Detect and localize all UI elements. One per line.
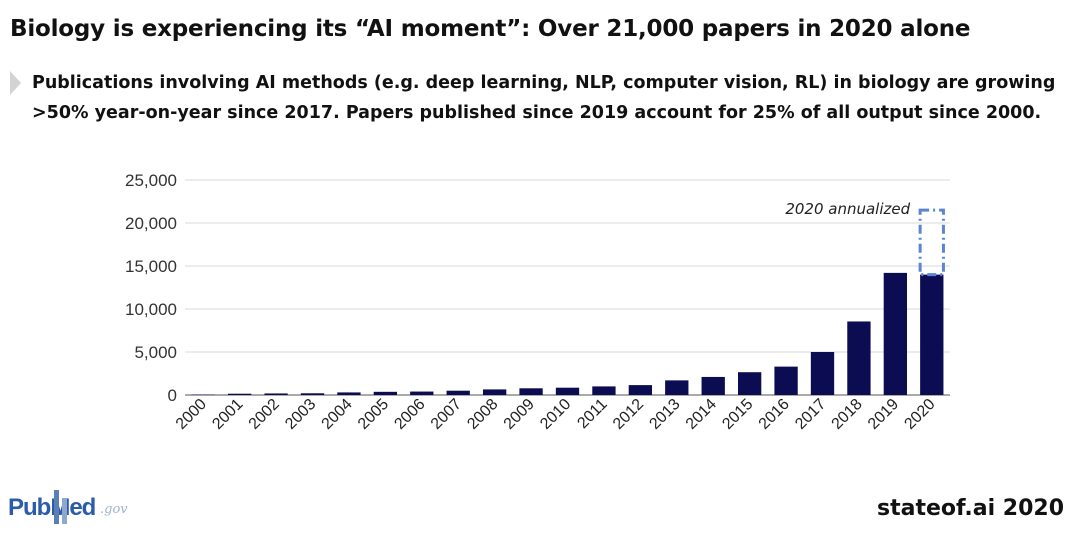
bullet-triangle-icon <box>10 71 21 95</box>
annotation-label: 2020 annualized <box>785 200 910 218</box>
subtitle-line: >50% year-on-year since 2017. Papers pub… <box>32 103 1042 123</box>
bar <box>300 393 325 395</box>
x-tick-label: 2002 <box>246 396 283 433</box>
bar <box>410 391 434 395</box>
x-tick-label: 2014 <box>683 396 720 433</box>
x-tick-label: 2013 <box>646 396 683 433</box>
y-tick-label: 15,000 <box>125 257 177 276</box>
x-tick-label: 2018 <box>829 396 866 433</box>
y-tick-label: 25,000 <box>125 171 177 190</box>
x-tick-label: 2005 <box>355 396 392 433</box>
x-tick-label: 2004 <box>319 396 356 433</box>
bar <box>482 389 507 395</box>
x-tick-label: 2017 <box>792 396 829 433</box>
logo-bars-icon <box>54 490 67 524</box>
bar <box>920 274 944 395</box>
slide-title: Biology is experiencing its “AI moment”:… <box>10 16 971 42</box>
bar <box>337 392 361 395</box>
bar <box>701 376 725 395</box>
y-tick-label: 5,000 <box>134 343 177 362</box>
bar <box>737 372 762 395</box>
bar <box>446 390 470 395</box>
footer-brand: stateof.ai 2020 <box>876 496 1064 521</box>
bar <box>665 380 689 395</box>
bar <box>628 385 653 395</box>
logo-domain: .gov <box>100 502 128 517</box>
y-tick-label: 10,000 <box>125 300 177 319</box>
x-tick-label: 2010 <box>537 396 574 433</box>
x-tick-label: 2009 <box>501 396 538 433</box>
bar <box>227 393 252 395</box>
bar <box>191 394 215 396</box>
x-tick-label: 2003 <box>282 396 319 433</box>
x-tick-label: 2019 <box>865 396 902 433</box>
y-tick-label: 0 <box>168 386 177 405</box>
bar <box>774 366 798 395</box>
bar <box>519 388 543 395</box>
bar <box>264 393 288 395</box>
x-tick-label: 2008 <box>464 396 501 433</box>
x-tick-label: 2016 <box>756 396 793 433</box>
x-tick-label: 2001 <box>209 396 246 433</box>
pubmed-logo: PubMed .gov <box>8 486 158 530</box>
bar <box>810 352 835 395</box>
x-tick-label: 2000 <box>173 396 210 433</box>
bar <box>847 321 871 395</box>
annualized-outline <box>918 208 945 277</box>
x-tick-label: 2007 <box>428 396 465 433</box>
x-tick-label: 2006 <box>391 396 428 433</box>
subtitle: Publications involving AI methods (e.g. … <box>32 68 1062 128</box>
bar <box>592 386 616 395</box>
logo-text: PubMed <box>8 494 96 521</box>
y-tick-label: 20,000 <box>125 214 177 233</box>
x-tick-label: 2015 <box>719 396 756 433</box>
x-tick-label: 2011 <box>574 396 610 432</box>
x-tick-label: 2020 <box>901 396 938 433</box>
bar <box>555 387 580 395</box>
bar <box>373 391 398 395</box>
subtitle-line: Publications involving AI methods (e.g. … <box>32 73 1056 93</box>
bar <box>883 272 908 395</box>
x-tick-label: 2012 <box>610 396 647 433</box>
